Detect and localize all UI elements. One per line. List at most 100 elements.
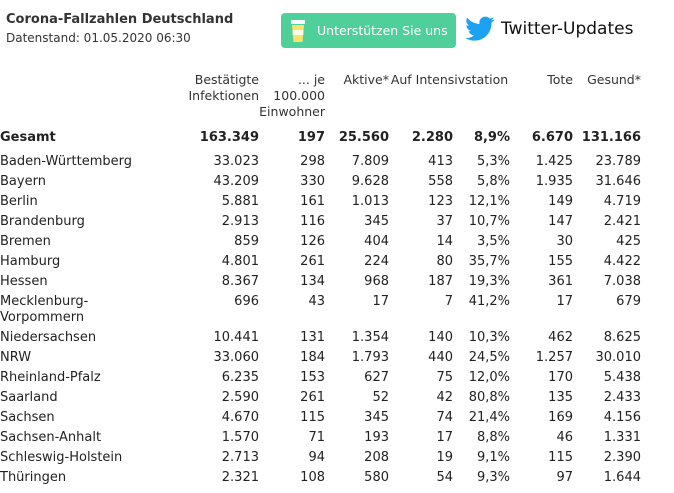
icu-cell: 14 <box>436 234 453 249</box>
data-timestamp: Datenstand: 01.05.2020 06:30 <box>6 31 191 45</box>
deaths-cell: 462 <box>548 330 573 345</box>
icu-cell: 37 <box>436 214 453 229</box>
table-row: Rheinland-Pfalz 6.235 153 627 75 12,0% 170 5.43… <box>0 368 641 388</box>
active-cell: 1.793 <box>351 350 389 365</box>
region-name: Schleswig-Holstein <box>0 450 123 465</box>
deaths-cell: 135 <box>548 390 573 405</box>
per100k-cell: 116 <box>300 214 325 229</box>
per100k-cell: 298 <box>300 154 325 169</box>
confirmed-cell: 6.235 <box>221 370 259 385</box>
per100k-cell: 43 <box>308 294 325 309</box>
table-row: NRW 33.060 184 1.793 440 24,5% 1.257 30.010 <box>0 348 641 368</box>
icu-pct-cell: 41,2% <box>468 294 510 309</box>
table-row: Hamburg 4.801 261 224 80 35,7% 155 4.422 <box>0 252 641 272</box>
twitter-updates-label: Twitter-Updates <box>501 19 634 39</box>
icu-pct-cell: 19,3% <box>468 274 510 289</box>
table-row: Niedersachsen 10.441 131 1.354 140 10,3% 462 8.… <box>0 328 641 348</box>
icu-cell: 54 <box>436 470 453 485</box>
deaths-cell: 115 <box>548 450 573 465</box>
table-row: Sachsen 4.670 115 345 74 21,4% 169 4.156 <box>0 408 641 428</box>
deaths-cell: 97 <box>556 470 573 485</box>
icu-cell: 74 <box>436 410 453 425</box>
active-cell: 1.354 <box>351 330 389 345</box>
active-cell: 193 <box>364 430 389 445</box>
confirmed-cell: 4.670 <box>221 410 259 425</box>
confirmed-cell: 2.913 <box>221 214 259 229</box>
support-button-label: Unterstützen Sie uns <box>317 23 448 38</box>
recovered-cell: 30.010 <box>595 350 642 365</box>
region-name: Sachsen-Anhalt <box>0 430 102 445</box>
active-cell: 627 <box>364 370 389 385</box>
confirmed-cell: 5.881 <box>221 194 259 209</box>
twitter-updates-link[interactable]: Twitter-Updates <box>465 16 633 42</box>
deaths-cell: 30 <box>556 234 573 249</box>
recovered-cell: 4.156 <box>603 410 641 425</box>
twitter-bird-icon <box>465 16 495 41</box>
deaths-cell: 46 <box>556 430 573 445</box>
active-cell: 580 <box>364 470 389 485</box>
recovered-cell: 4.422 <box>603 254 641 269</box>
icu-pct-cell: 21,4% <box>468 410 510 425</box>
region-name: Hessen <box>0 274 48 289</box>
icu-cell: 80 <box>436 254 453 269</box>
icu-pct-cell: 3,5% <box>476 234 510 249</box>
per100k-cell: 126 <box>300 234 325 249</box>
icu-cell: 42 <box>436 390 453 405</box>
total-active: 25.560 <box>338 130 389 145</box>
table-row: Bremen 859 126 404 14 3,5% 30 425 <box>0 232 641 252</box>
active-cell: 7.809 <box>351 154 389 169</box>
active-cell: 345 <box>364 410 389 425</box>
active-cell: 968 <box>364 274 389 289</box>
support-button[interactable]: Unterstützen Sie uns <box>281 13 456 48</box>
recovered-cell: 31.646 <box>595 174 642 189</box>
icu-cell: 75 <box>436 370 453 385</box>
per100k-cell: 261 <box>300 390 325 405</box>
icu-cell: 440 <box>428 350 453 365</box>
deaths-cell: 17 <box>556 294 573 309</box>
table-row: Berlin 5.881 161 1.013 123 12,1% 149 4.719 <box>0 192 641 212</box>
active-cell: 1.013 <box>351 194 389 209</box>
region-name: Rheinland-Pfalz <box>0 370 101 385</box>
recovered-cell: 2.421 <box>603 214 641 229</box>
table-row: Brandenburg 2.913 116 345 37 10,7% 147 2.421 <box>0 212 641 232</box>
deaths-cell: 149 <box>548 194 573 209</box>
icu-cell: 187 <box>428 274 453 289</box>
recovered-cell: 1.644 <box>603 470 641 485</box>
deaths-cell: 1.257 <box>535 350 573 365</box>
recovered-cell: 23.789 <box>595 154 642 169</box>
total-deaths: 6.670 <box>531 130 573 145</box>
table-header-row: Bestätigte Infektionen ... je 100.000 Ei… <box>0 72 642 128</box>
confirmed-cell: 2.713 <box>221 450 259 465</box>
region-name: Bayern <box>0 174 46 189</box>
region-name: Berlin <box>0 194 38 209</box>
deaths-cell: 155 <box>548 254 573 269</box>
icu-cell: 413 <box>428 154 453 169</box>
per100k-cell: 115 <box>300 410 325 425</box>
total-row: Gesamt 163.349 197 25.560 2.280 8,9% 6.6… <box>0 128 641 152</box>
header-icu: Auf Intensivstation <box>390 72 509 87</box>
per100k-cell: 153 <box>300 370 325 385</box>
confirmed-cell: 1.570 <box>221 430 259 445</box>
header-region <box>0 72 177 128</box>
region-name: Sachsen <box>0 410 55 425</box>
icu-pct-cell: 9,1% <box>476 450 510 465</box>
recovered-cell: 679 <box>616 294 641 309</box>
confirmed-cell: 8.367 <box>221 274 259 289</box>
region-name: Thüringen <box>0 470 67 485</box>
recovered-cell: 425 <box>616 234 641 249</box>
region-name: Bremen <box>0 234 51 249</box>
region-name: Mecklenburg- Vorpommern <box>0 294 89 325</box>
table-row: Thüringen 2.321 108 580 54 9,3% 97 1.644 <box>0 468 641 488</box>
active-cell: 224 <box>364 254 389 269</box>
confirmed-cell: 33.060 <box>213 350 260 365</box>
icu-pct-cell: 5,3% <box>476 154 510 169</box>
icu-cell: 558 <box>428 174 453 189</box>
coffee-cup-icon <box>291 19 305 42</box>
total-icu: 2.280 <box>411 130 453 145</box>
icu-cell: 123 <box>428 194 453 209</box>
per100k-cell: 134 <box>300 274 325 289</box>
per100k-cell: 131 <box>300 330 325 345</box>
header-confirmed: Bestätigte Infektionen <box>188 72 260 103</box>
icu-pct-cell: 24,5% <box>468 350 510 365</box>
icu-pct-cell: 80,8% <box>468 390 510 405</box>
